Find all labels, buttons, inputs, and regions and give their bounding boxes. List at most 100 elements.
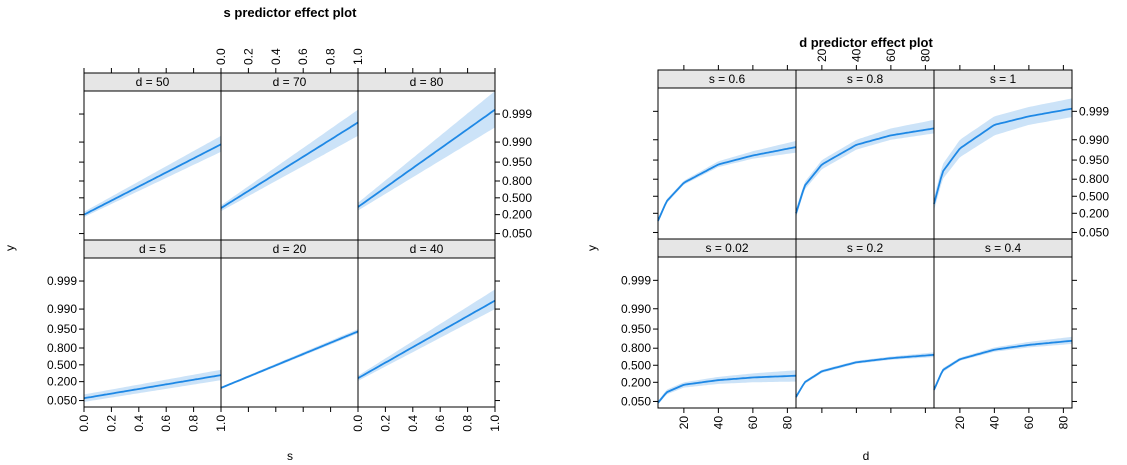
x-tick-label: 0.0 — [351, 415, 365, 432]
strip-label: s = 0.6 — [709, 72, 746, 86]
strip-label: s = 1 — [990, 72, 1017, 86]
x-tick-label: 40 — [987, 416, 1001, 430]
x-tick-label: 0.4 — [132, 415, 146, 432]
confidence-band — [658, 140, 796, 224]
y-tick-label: 0.999 — [502, 107, 532, 121]
confidence-band — [934, 336, 1072, 393]
y-tick-label: 0.950 — [621, 322, 651, 336]
strip-label: s = 0.8 — [847, 72, 884, 86]
panel-s1: s = 1 0.050 0.200 0.500 0.800 0.950 0.990 0.999 — [933, 65, 1109, 240]
panel-s02: s = 0.2 — [795, 238, 935, 413]
x-tick-label: 0.6 — [159, 415, 173, 432]
panel-border — [795, 256, 935, 409]
strip-label: s = 0.2 — [847, 241, 884, 255]
panel-s04: s = 0.4 20 40 60 80 — [933, 238, 1077, 430]
strip-label: d = 40 — [410, 242, 444, 256]
x-tick-label: 60 — [746, 416, 760, 430]
x-tick-label: 80 — [1056, 416, 1070, 430]
effect-line — [657, 146, 797, 222]
chart-title: d predictor effect plot — [799, 35, 933, 50]
effect-line — [657, 374, 797, 404]
x-axis-label: d — [863, 449, 870, 463]
y-tick-label: 0.200 — [502, 208, 532, 222]
panel-border — [220, 257, 359, 408]
effect-line — [933, 107, 1073, 205]
strip-label: d = 80 — [410, 75, 444, 89]
strip-label: d = 5 — [139, 242, 166, 256]
effect-line — [795, 353, 935, 398]
y-tick-label: 0.950 — [47, 322, 77, 336]
y-tick-label: 0.999 — [621, 273, 651, 287]
y-tick-label: 0.200 — [1079, 206, 1109, 220]
y-tick-label: 0.050 — [1079, 225, 1109, 239]
y-tick-label: 0.500 — [47, 358, 77, 372]
x-tick-label: 20 — [677, 416, 691, 430]
x-tick-label: 0.2 — [241, 48, 255, 65]
x-tick-label: 0.0 — [77, 415, 91, 432]
x-tick-label: 40 — [849, 48, 863, 62]
y-tick-label: 0.050 — [502, 227, 532, 241]
effect-line — [220, 330, 359, 389]
strip-label: d = 70 — [273, 75, 307, 89]
x-axis-label: s — [287, 449, 293, 463]
y-tick-label: 0.050 — [47, 394, 77, 408]
x-tick-label: 0.4 — [406, 415, 420, 432]
y-tick-label: 0.990 — [502, 135, 532, 149]
confidence-band — [796, 119, 934, 218]
y-tick-label: 0.500 — [502, 191, 532, 205]
confidence-band — [934, 98, 1072, 211]
panel-s002: s = 0.02 0.050 0.200 0.500 0.800 0.950 0.990 0.… — [621, 238, 797, 430]
y-tick-label: 0.800 — [47, 341, 77, 355]
x-tick-label: 0.6 — [296, 48, 310, 65]
panel-d80: d = 80 0.050 0.200 0.500 0.800 0.950 0.990 0.99… — [357, 68, 532, 241]
panel-d70: d = 70 0.0 0.2 0.4 0.6 0.8 1.0 — [214, 48, 365, 241]
panel-s06: s = 0.6 — [653, 65, 797, 240]
y-tick-label: 0.050 — [621, 394, 651, 408]
y-tick-label: 0.800 — [1079, 172, 1109, 186]
x-tick-label: 1.0 — [488, 415, 502, 432]
panel-d40: d = 40 0.0 0.2 0.4 0.6 0.8 1.0 — [351, 239, 502, 432]
chart-title: s predictor effect plot — [224, 5, 358, 20]
effect-line — [83, 374, 222, 400]
panel-border — [933, 256, 1073, 409]
s-effect-plot: s predictor effect plot s y d = 50 d = 70… — [3, 5, 532, 463]
y-tick-label: 0.950 — [1079, 153, 1109, 167]
panel-border — [795, 87, 935, 240]
y-tick-label: 0.200 — [47, 375, 77, 389]
x-tick-label: 1.0 — [214, 415, 228, 432]
y-axis-label: y — [3, 245, 17, 251]
strip-label: d = 50 — [136, 75, 170, 89]
x-tick-label: 0.8 — [461, 415, 475, 432]
d-effect-plot: d predictor effect plot d y s = 0.6 s = 0… — [585, 35, 1109, 463]
x-tick-label: 40 — [711, 416, 725, 430]
y-tick-label: 0.800 — [621, 341, 651, 355]
y-tick-label: 0.990 — [1079, 133, 1109, 147]
confidence-band — [796, 352, 934, 400]
x-tick-label: 0.4 — [269, 48, 283, 65]
x-tick-label: 20 — [815, 48, 829, 62]
strip-label: s = 0.4 — [985, 241, 1022, 255]
y-tick-label: 0.999 — [47, 274, 77, 288]
x-tick-label: 60 — [884, 48, 898, 62]
y-tick-label: 0.200 — [621, 375, 651, 389]
y-tick-label: 0.990 — [621, 302, 651, 316]
y-tick-label: 0.990 — [47, 302, 77, 316]
x-tick-label: 0.8 — [324, 48, 338, 65]
y-tick-label: 0.950 — [502, 155, 532, 169]
strip-label: d = 20 — [273, 242, 307, 256]
effect-line — [357, 108, 496, 208]
confidence-band — [358, 91, 495, 211]
effect-line — [357, 299, 496, 379]
panel-d50: d = 50 — [79, 68, 222, 241]
x-tick-label: 0.6 — [433, 415, 447, 432]
x-tick-label: 60 — [1022, 416, 1036, 430]
confidence-band — [658, 370, 796, 405]
x-tick-label: 0.8 — [187, 415, 201, 432]
effect-line — [795, 127, 935, 214]
x-tick-label: 0.2 — [104, 415, 118, 432]
y-tick-label: 0.999 — [1079, 104, 1109, 118]
panel-border — [83, 90, 222, 241]
strip-label: s = 0.02 — [705, 241, 748, 255]
x-tick-label: 1.0 — [351, 48, 365, 65]
